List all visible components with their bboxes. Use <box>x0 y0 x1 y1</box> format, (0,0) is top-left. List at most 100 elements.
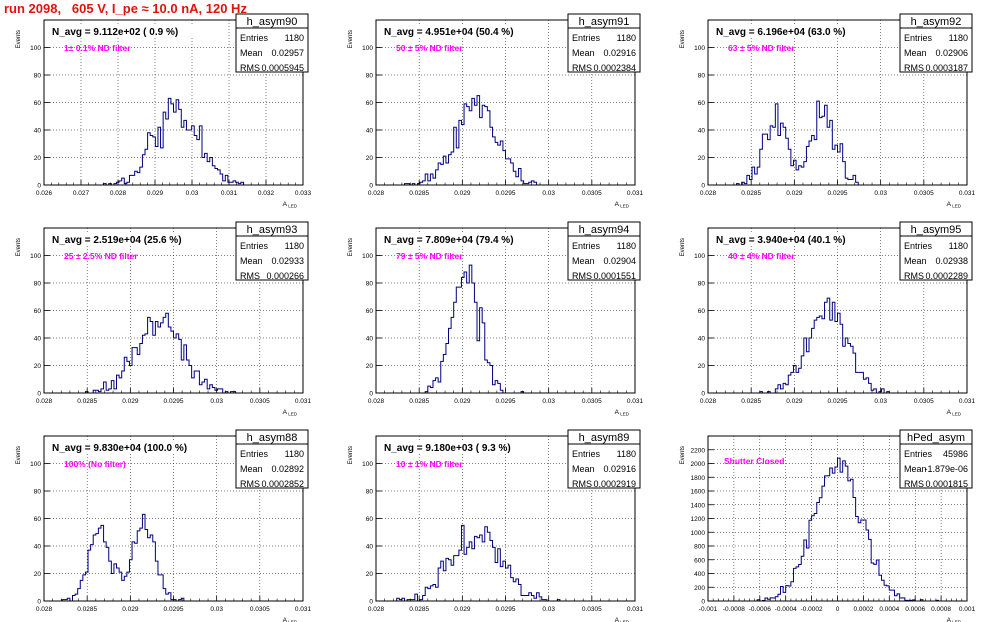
stats-value-entries: 1180 <box>617 449 636 459</box>
stats-histogram-name: h_asym93 <box>247 224 298 236</box>
filter-label: 40 ± 4% ND filter <box>728 251 795 261</box>
run-header-title: run 2098, 605 V, I_pe ≈ 10.0 nA, 120 Hz <box>4 1 247 16</box>
y-tick-label: 0 <box>37 183 41 190</box>
x-tick-label: 0.028 <box>36 606 53 613</box>
y-tick-label: 1400 <box>691 502 706 509</box>
stats-value-entries: 1180 <box>617 33 636 43</box>
filter-label: 79 ± 5% ND filter <box>396 251 463 261</box>
y-tick-label: 40 <box>366 128 374 135</box>
stats-label-rms: RMS <box>572 479 592 489</box>
y-tick-label: 20 <box>366 155 374 162</box>
x-tick-label: 0.028 <box>368 606 385 613</box>
title-box <box>712 24 870 38</box>
stats-value-mean: 0.02892 <box>271 464 304 474</box>
x-axis-label: A LED <box>947 617 962 622</box>
x-tick-label: 0.031 <box>295 398 312 405</box>
y-tick-label: 80 <box>34 489 42 496</box>
x-tick-label: 0.033 <box>295 190 312 197</box>
panel-title: N_avg = 6.196e+04 (63.0 %) <box>716 27 846 38</box>
title-box <box>380 440 538 454</box>
filter-label: 63 ± 5% ND filter <box>728 43 795 53</box>
panel-title: N_avg = 9.830e+04 (100.0 %) <box>52 443 187 454</box>
y-tick-label: 60 <box>698 308 706 315</box>
stats-label-entries: Entries <box>904 449 933 459</box>
x-tick-label: 0.029 <box>786 190 803 197</box>
x-tick-label: 0.0295 <box>496 398 516 405</box>
x-tick-label: 0.028 <box>368 398 385 405</box>
x-tick-label: 0.029 <box>147 190 164 197</box>
stats-box <box>567 429 641 489</box>
x-tick-label: 0.0305 <box>582 190 602 197</box>
stats-label-entries: Entries <box>572 241 601 251</box>
x-tick-label: 0.03 <box>210 398 223 405</box>
x-tick-label: 0.0295 <box>496 190 516 197</box>
y-tick-label: 0 <box>701 391 705 398</box>
stats-histogram-name: h_asym95 <box>911 224 962 236</box>
x-tick-label: 0 <box>836 606 840 613</box>
stats-value-rms: 0.0002919 <box>593 479 636 489</box>
filter-label: 50 ± 5% ND filter <box>396 43 463 53</box>
histogram-line <box>376 264 635 394</box>
y-tick-label: 100 <box>30 253 41 260</box>
stats-box <box>235 221 309 281</box>
y-axis-label: Events <box>680 446 686 464</box>
x-tick-label: 0.0285 <box>409 606 429 613</box>
y-tick-label: 100 <box>362 45 373 52</box>
y-tick-label: 100 <box>694 45 705 52</box>
y-axis-label: Events <box>348 446 354 464</box>
x-tick-label: 0.0295 <box>828 190 848 197</box>
x-tick-label: 0.0285 <box>741 190 761 197</box>
stats-value-entries: 1180 <box>285 449 304 459</box>
panel-title: N_avg = 2.519e+04 (25.6 %) <box>52 235 182 246</box>
x-tick-label: 0.026 <box>36 190 53 197</box>
y-tick-label: 20 <box>34 571 42 578</box>
x-tick-label: -0.0002 <box>801 606 823 613</box>
histogram-panel-h_asym88: 0.028 0.0285 0.029 0.0295 0.03 0.0305 0.031 0 20… <box>16 429 312 622</box>
x-tick-label: 0.0002 <box>853 606 873 613</box>
y-tick-label: 0 <box>37 599 41 606</box>
histogram-panel-h_asym89: 0.028 0.0285 0.029 0.0295 0.03 0.0305 0.031 0 20… <box>348 429 644 622</box>
y-axis-label: Events <box>16 446 22 464</box>
y-tick-label: 0 <box>369 599 373 606</box>
stats-label-rms: RMS <box>240 63 260 73</box>
x-tick-label: 0.0285 <box>409 190 429 197</box>
x-axis-label: A LED <box>615 617 630 622</box>
y-tick-label: 100 <box>362 253 373 260</box>
x-tick-label: -0.0004 <box>775 606 797 613</box>
stats-value-rms: 0.0001815 <box>925 479 968 489</box>
x-tick-label: 0.031 <box>627 606 644 613</box>
y-tick-label: 0 <box>369 391 373 398</box>
stats-value-entries: 1180 <box>285 33 304 43</box>
x-tick-label: 0.028 <box>368 190 385 197</box>
filter-label: 25 ± 2.5% ND filter <box>64 251 138 261</box>
stats-value-mean: 0.02916 <box>603 464 636 474</box>
y-tick-label: 60 <box>366 100 374 107</box>
x-axis-label: A LED <box>947 409 962 417</box>
stats-value-rms: 0.0005945 <box>261 63 304 73</box>
y-tick-label: 40 <box>698 128 706 135</box>
y-tick-label: 20 <box>698 155 706 162</box>
stats-histogram-name: h_asym88 <box>247 432 298 444</box>
y-tick-label: 60 <box>698 100 706 107</box>
y-tick-label: 100 <box>362 461 373 468</box>
y-tick-label: 40 <box>698 336 706 343</box>
y-tick-label: 1200 <box>691 516 706 523</box>
stats-value-mean: 0.02916 <box>603 48 636 58</box>
stats-box <box>235 13 309 73</box>
title-box <box>48 232 206 246</box>
x-tick-label: 0.0008 <box>931 606 951 613</box>
x-tick-label: 0.0295 <box>496 606 516 613</box>
x-tick-label: 0.028 <box>36 398 53 405</box>
x-tick-label: 0.0305 <box>582 606 602 613</box>
panel-title: N_avg = 4.951e+04 (50.4 %) <box>384 27 514 38</box>
title-box <box>48 440 206 454</box>
x-tick-label: 0.03 <box>874 398 887 405</box>
y-tick-label: 100 <box>30 461 41 468</box>
x-tick-label: 0.029 <box>122 606 139 613</box>
title-box <box>48 24 206 38</box>
stats-value-mean: 0.02957 <box>271 48 304 58</box>
x-tick-label: 0.001 <box>959 606 976 613</box>
stats-label-entries: Entries <box>240 449 269 459</box>
stats-label-mean: Mean <box>904 464 927 474</box>
x-axis-label: A LED <box>283 201 298 209</box>
